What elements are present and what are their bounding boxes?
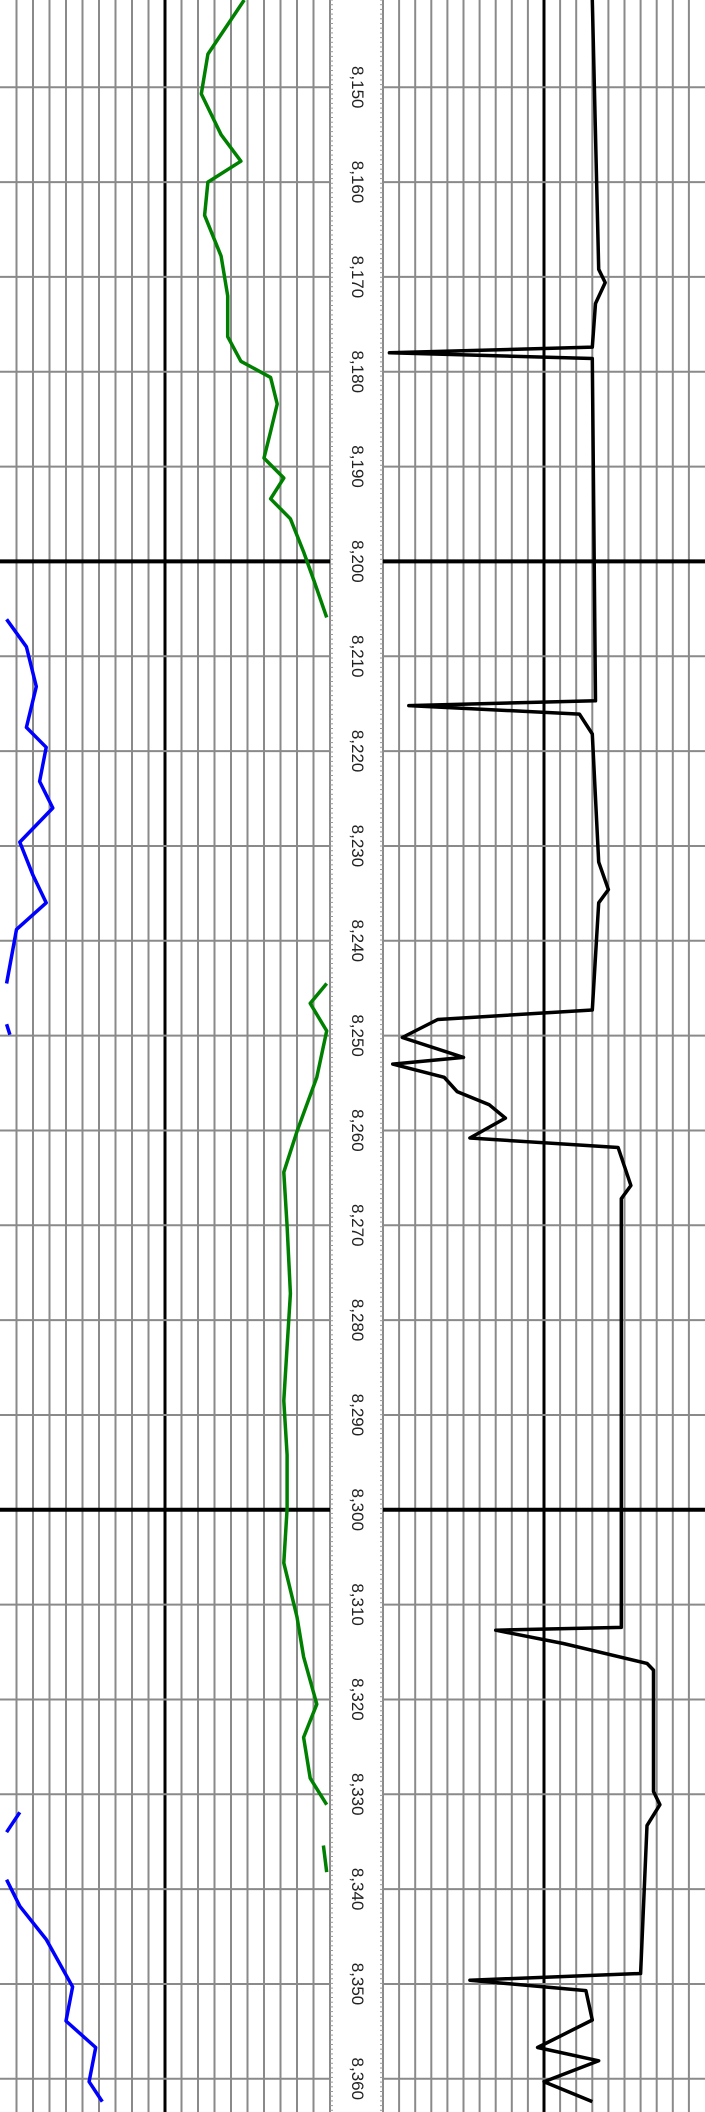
y-tick-label: 8,170 bbox=[348, 256, 367, 299]
y-tick-label: 8,360 bbox=[348, 2058, 367, 2101]
y-tick-label: 8,200 bbox=[348, 540, 367, 583]
y-tick-label: 8,250 bbox=[348, 1014, 367, 1057]
y-tick-label: 8,340 bbox=[348, 1868, 367, 1911]
y-tick-label: 8,280 bbox=[348, 1299, 367, 1342]
y-tick-label: 8,230 bbox=[348, 825, 367, 868]
y-tick-label: 8,260 bbox=[348, 1109, 367, 1152]
y-tick-label: 8,300 bbox=[348, 1489, 367, 1532]
y-tick-label: 8,320 bbox=[348, 1678, 367, 1721]
y-tick-label: 8,180 bbox=[348, 350, 367, 393]
y-tick-label: 8,190 bbox=[348, 445, 367, 488]
y-tick-label: 8,210 bbox=[348, 635, 367, 678]
y-tick-label: 8,310 bbox=[348, 1583, 367, 1626]
y-tick-label: 8,220 bbox=[348, 730, 367, 773]
depth-labels: 8,150 8,160 8,170 8,180 8,190 8,200 8,210 8,220… bbox=[348, 66, 367, 2100]
y-tick-label: 8,290 bbox=[348, 1394, 367, 1437]
log-curve bbox=[4, 618, 104, 2103]
y-tick-label: 8,330 bbox=[348, 1773, 367, 1816]
y-tick-label: 8,270 bbox=[348, 1204, 367, 1247]
y-tick-label: 8,240 bbox=[348, 920, 367, 963]
curves bbox=[4, 0, 662, 2104]
y-tick-label: 8,160 bbox=[348, 161, 367, 204]
y-tick-label: 8,350 bbox=[348, 1963, 367, 2006]
log-curve bbox=[387, 0, 662, 2104]
y-tick-label: 8,150 bbox=[348, 66, 367, 109]
log-curve bbox=[199, 0, 329, 1873]
